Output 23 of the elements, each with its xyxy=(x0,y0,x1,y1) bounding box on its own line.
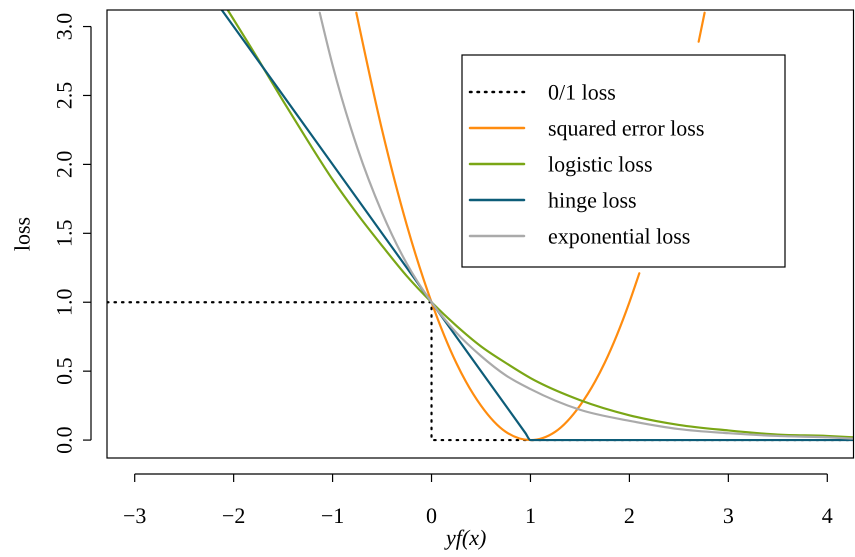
legend-label: 0/1 loss xyxy=(548,80,616,104)
legend-label: hinge loss xyxy=(548,188,637,212)
x-axis-title: yf(x) xyxy=(444,525,486,550)
y-tick-label: 0.5 xyxy=(52,357,76,385)
x-tick-label: 0 xyxy=(426,503,438,528)
line-series xyxy=(318,12,854,440)
y-axis-title: loss xyxy=(10,216,34,252)
x-tick-label: −1 xyxy=(320,503,344,528)
legend-label: squared error loss xyxy=(548,116,704,140)
x-tick-label: 1 xyxy=(524,503,536,528)
y-tick-label: 1.0 xyxy=(52,288,76,316)
x-tick-label: 2 xyxy=(624,503,635,528)
y-tick-label: 1.5 xyxy=(52,220,76,248)
y-tick-label: 3.0 xyxy=(52,12,76,40)
x-tick-label: −2 xyxy=(222,503,246,528)
legend-label: logistic loss xyxy=(548,152,653,176)
x-tick-label: 4 xyxy=(822,503,833,528)
x-tick-label: −3 xyxy=(122,503,146,528)
y-tick-label: 2.0 xyxy=(52,150,76,178)
y-tick-label: 2.5 xyxy=(52,82,76,110)
y-tick-label: 0.0 xyxy=(52,426,76,454)
x-tick-label: 3 xyxy=(722,503,734,528)
legend-label: exponential loss xyxy=(548,224,690,248)
